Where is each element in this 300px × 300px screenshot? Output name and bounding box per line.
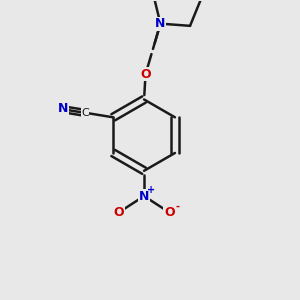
Text: N: N	[155, 17, 166, 30]
Text: N: N	[155, 17, 166, 30]
Text: O: O	[113, 206, 124, 219]
Text: N: N	[58, 103, 69, 116]
Text: O: O	[164, 206, 175, 219]
Text: O: O	[140, 68, 151, 81]
Text: +: +	[146, 185, 155, 195]
Text: C: C	[81, 108, 89, 118]
Text: -: -	[176, 202, 180, 212]
Text: N: N	[139, 190, 149, 202]
